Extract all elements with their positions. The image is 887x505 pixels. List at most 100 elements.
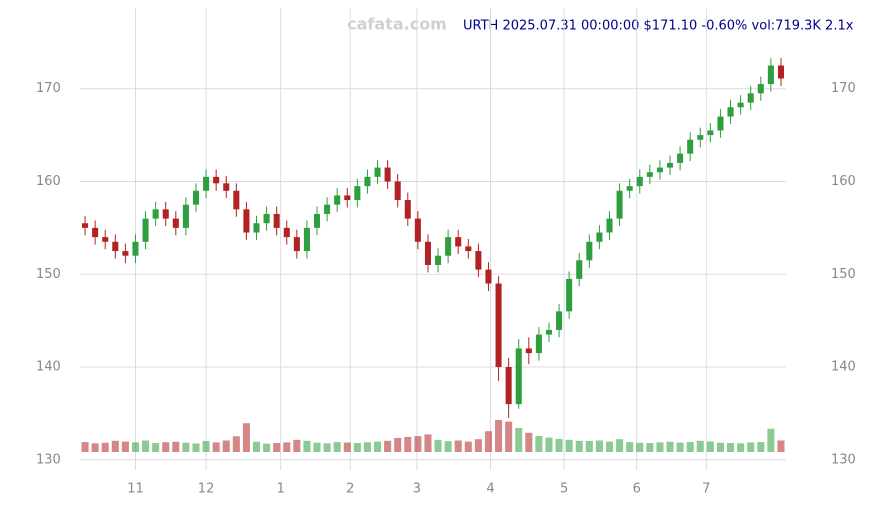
- candle-body: [656, 167, 663, 173]
- candle-body: [596, 232, 603, 242]
- volume-bar: [303, 440, 311, 452]
- candle-body: [515, 348, 522, 405]
- volume-bar: [646, 443, 654, 452]
- candle-body: [566, 278, 573, 312]
- candle-body: [142, 218, 149, 242]
- candle-body: [485, 269, 492, 284]
- volume-bar: [686, 442, 694, 452]
- volume-bar: [404, 436, 412, 452]
- x-tick-label: 6: [633, 482, 641, 497]
- candle-body: [213, 176, 220, 184]
- candle-body: [606, 218, 613, 233]
- y-tick-label-right: 170: [831, 81, 856, 96]
- candle-body: [263, 213, 270, 224]
- candle-body: [334, 195, 341, 205]
- candle-body: [576, 260, 583, 279]
- candle-body: [414, 218, 421, 242]
- candle-body: [495, 283, 502, 368]
- x-tick-label: 3: [413, 482, 421, 497]
- candle-body: [243, 209, 250, 233]
- candle-body: [475, 251, 482, 270]
- volume-bar: [323, 443, 331, 452]
- candle-body: [767, 65, 774, 85]
- candle-body: [203, 176, 210, 191]
- candle-body: [112, 241, 119, 252]
- candle-body: [344, 195, 351, 201]
- candle-body: [556, 311, 563, 330]
- candle-body: [162, 209, 169, 219]
- volume-bar: [565, 439, 573, 452]
- volume-bar: [575, 440, 583, 452]
- volume-bar: [263, 443, 271, 452]
- x-tick-label: 11: [127, 482, 144, 497]
- volume-bar: [726, 443, 735, 452]
- volume-bar: [212, 442, 220, 452]
- candle-body: [616, 190, 623, 219]
- volume-bar: [555, 438, 563, 452]
- y-tick-label-right: 160: [831, 174, 856, 189]
- y-tick-label-right: 150: [831, 267, 856, 282]
- volume-bar: [232, 436, 240, 452]
- y-tick-label-right: 130: [831, 452, 856, 467]
- volume-bar: [353, 443, 361, 452]
- volume-bar: [121, 441, 129, 452]
- candle-body: [404, 200, 411, 219]
- volume-bar: [192, 443, 200, 452]
- volume-bar: [242, 423, 250, 452]
- x-tick-label: 4: [486, 482, 494, 497]
- volume-bar: [676, 442, 684, 452]
- volume-bar: [373, 441, 382, 452]
- volume-bar: [525, 432, 533, 452]
- y-tick-label: 170: [36, 81, 61, 96]
- candle-body: [687, 139, 694, 154]
- volume-bar: [747, 442, 755, 452]
- candle-body: [192, 190, 200, 205]
- volume-bar: [706, 441, 714, 452]
- volume-bar: [414, 436, 422, 452]
- volume-bar: [666, 441, 674, 452]
- volume-bar: [605, 441, 614, 452]
- candle-body: [435, 255, 442, 265]
- volume-bar: [545, 437, 553, 452]
- candle-body: [636, 176, 643, 187]
- candle-body: [586, 241, 593, 261]
- candle-body: [445, 237, 452, 256]
- candle-body: [677, 153, 684, 163]
- volume-bar: [172, 441, 180, 452]
- volume-bar: [273, 443, 281, 452]
- chart-title: URTH 2025.07.31 00:00:00 $171.10 -0.60% …: [463, 19, 854, 34]
- volume-bar: [424, 434, 432, 452]
- volume-bar: [474, 439, 482, 452]
- candle-body: [283, 227, 290, 238]
- candle-body: [132, 241, 139, 256]
- volume-bar: [464, 441, 472, 452]
- volume-bar: [696, 440, 704, 452]
- volume-bar: [656, 442, 664, 452]
- volume-bar: [101, 442, 109, 452]
- y-tick-label: 140: [36, 360, 61, 375]
- candle-body: [354, 186, 361, 201]
- volume-bar: [363, 442, 371, 452]
- candle-body: [122, 251, 129, 256]
- volume-bar: [716, 442, 724, 452]
- candle-body: [424, 241, 431, 265]
- candle-body: [707, 130, 714, 136]
- candle-body: [666, 162, 674, 168]
- volume-bar: [636, 442, 644, 452]
- volume-bar: [343, 442, 351, 452]
- candle-body: [525, 348, 532, 354]
- volume-bar: [454, 440, 462, 452]
- candle-body: [374, 167, 381, 177]
- candle-body: [92, 227, 99, 238]
- volume-bar: [91, 443, 99, 452]
- x-tick-label: 2: [346, 482, 354, 497]
- y-tick-label-right: 140: [831, 360, 856, 375]
- volume-bar: [535, 436, 543, 452]
- candle-body: [717, 116, 724, 131]
- x-tick-label: 7: [702, 482, 710, 497]
- y-tick-label: 160: [36, 174, 61, 189]
- candle-body: [273, 213, 280, 228]
- candle-body: [737, 102, 744, 108]
- candle-body: [535, 334, 542, 354]
